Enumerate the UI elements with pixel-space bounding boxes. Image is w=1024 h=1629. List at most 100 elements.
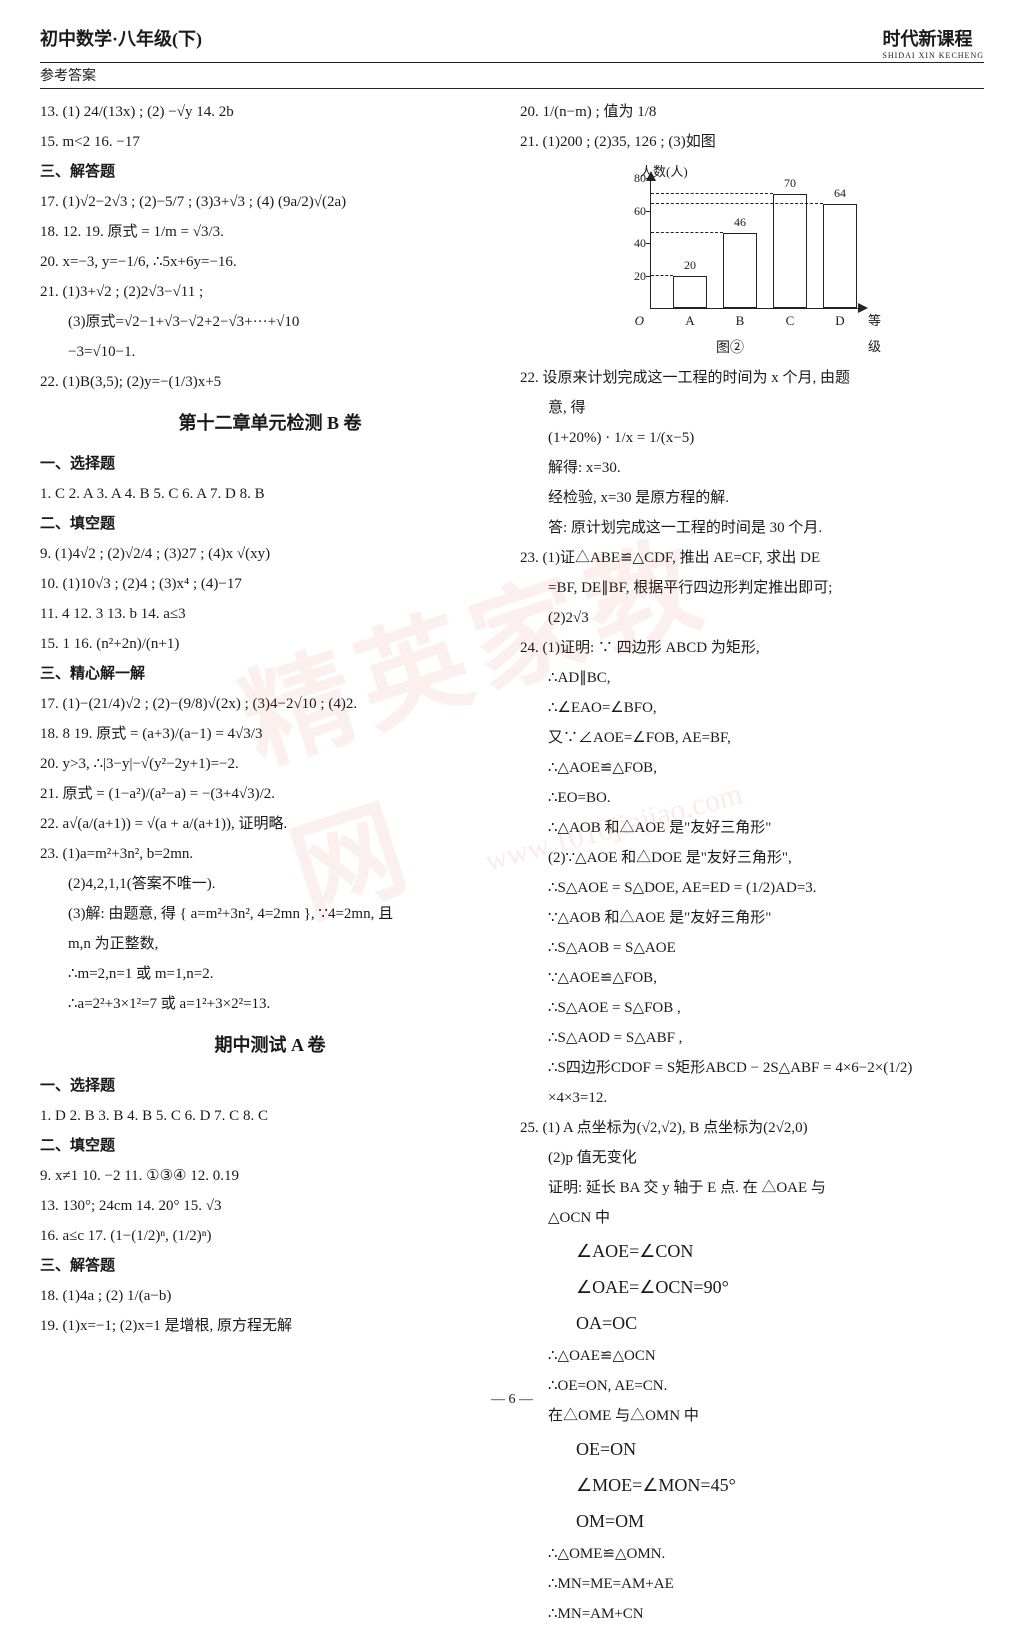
answer-line: 13. 130°; 24cm 14. 20° 15. √3 — [40, 1191, 500, 1221]
answer-line: ∴S四边形CDOF = S矩形ABCD − 2S△ABF = 4×6−2×(1/… — [520, 1053, 980, 1083]
answer-line: ∠AOE=∠CON — [520, 1233, 980, 1269]
answer-line: 解得: x=30. — [520, 453, 980, 483]
header-right-title: 时代新课程 — [882, 29, 972, 49]
answer-line: 22. 设原来计划完成这一工程的时间为 x 个月, 由题 — [520, 363, 980, 393]
answer-line: 又∵∠AOE=∠FOB, AE=BF, — [520, 723, 980, 753]
unit-title-b: 第十二章单元检测 B 卷 — [40, 405, 500, 441]
right-column: 20. 1/(n−m) ; 值为 1/8 21. (1)200 ; (2)35,… — [520, 97, 980, 1629]
answer-line: (2)4,2,1,1(答案不唯一). — [40, 869, 500, 899]
answer-line: 18. (1)4a ; (2) 1/(a−b) — [40, 1281, 500, 1311]
answer-line: 答: 原计划完成这一工程的时间是 30 个月. — [520, 513, 980, 543]
chart-bar: 46 — [723, 233, 757, 308]
bar-chart: 人数(人) O 等级 2040608020A46B70C64D — [590, 161, 870, 331]
chart-bar-value: 46 — [734, 210, 746, 234]
subheader: 参考答案 — [40, 65, 984, 89]
chart-bar-value: 64 — [834, 181, 846, 205]
answer-line: ∵△AOE≌△FOB, — [520, 963, 980, 993]
answer-line: 20. 1/(n−m) ; 值为 1/8 — [520, 97, 980, 127]
answer-line: 22. (1)B(3,5); (2)y=−(1/3)x+5 — [40, 367, 500, 397]
answer-line: ∴∠EAO=∠BFO, — [520, 693, 980, 723]
answer-line: ∴OE=ON, AE=CN. — [520, 1371, 980, 1401]
answer-line: ∠MOE=∠MON=45° — [520, 1467, 980, 1503]
chart-bar-value: 70 — [784, 171, 796, 195]
arrow-up-icon — [646, 171, 656, 181]
section-heading: 二、填空题 — [40, 509, 500, 539]
answer-line: 16. a≤c 17. (1−(1/2)ⁿ, (1/2)ⁿ) — [40, 1221, 500, 1251]
answer-line: 17. (1)√2−2√3 ; (2)−5/7 ; (3)3+√3 ; (4) … — [40, 187, 500, 217]
chart-ytick: 80 — [634, 166, 646, 190]
page-header: 初中数学·八年级(下) 时代新课程 SHIDAI XIN KECHENG — [40, 25, 984, 63]
answer-line: (2)p 值无变化 — [520, 1143, 980, 1173]
answer-line: (1+20%) · 1/x = 1/(x−5) — [520, 423, 980, 453]
header-right-pinyin: SHIDAI XIN KECHENG — [882, 51, 984, 60]
chart-xcategory: C — [786, 308, 795, 334]
answer-line: ∴S△AOE = S△DOE, AE=ED = (1/2)AD=3. — [520, 873, 980, 903]
answer-line: 23. (1)a=m²+3n², b=2mn. — [40, 839, 500, 869]
section-heading: 三、解答题 — [40, 1251, 500, 1281]
chart-xcategory: A — [685, 308, 694, 334]
answer-line: OA=OC — [520, 1305, 980, 1341]
chart-origin: O — [635, 308, 644, 334]
chart-bar: 70 — [773, 194, 807, 308]
header-right: 时代新课程 SHIDAI XIN KECHENG — [882, 25, 984, 60]
answer-line: ∴m=2,n=1 或 m=1,n=2. — [40, 959, 500, 989]
chart-bar: 64 — [823, 204, 857, 308]
answer-line: =BF, DE∥BF, 根据平行四边形判定推出即可; — [520, 573, 980, 603]
chart-ytick: 20 — [634, 264, 646, 288]
header-left-title: 初中数学·八年级(下) — [40, 25, 202, 51]
section-heading: 三、解答题 — [40, 157, 500, 187]
answer-line: ∴△AOB 和△AOE 是"友好三角形" — [520, 813, 980, 843]
figure-caption: 图② — [590, 335, 870, 363]
answer-line: 15. 1 16. (n²+2n)/(n+1) — [40, 629, 500, 659]
answer-line: 15. m<2 16. −17 — [40, 127, 500, 157]
answer-line: 11. 4 12. 3 13. b 14. a≤3 — [40, 599, 500, 629]
answer-line: 20. y>3, ∴|3−y|−√(y²−2y+1)=−2. — [40, 749, 500, 779]
answer-line: ∴MN=AM+CN — [520, 1599, 980, 1629]
chart-xlabel: 等级 — [868, 308, 881, 360]
chart-bar-value: 20 — [684, 253, 696, 277]
chart-dash-line — [651, 203, 823, 204]
answer-line: ∴S△AOB = S△AOE — [520, 933, 980, 963]
answer-line: (2)∵△AOE 和△DOE 是"友好三角形", — [520, 843, 980, 873]
answer-line: 1. C 2. A 3. A 4. B 5. C 6. A 7. D 8. B — [40, 479, 500, 509]
answer-line: 证明: 延长 BA 交 y 轴于 E 点. 在 △OAE 与 — [520, 1173, 980, 1203]
answer-line: 在△OME 与△OMN 中 — [520, 1401, 980, 1431]
answer-line: ∠OAE=∠OCN=90° — [520, 1269, 980, 1305]
answer-line: ∴△AOE≌△FOB, — [520, 753, 980, 783]
answer-line: (3)原式=√2−1+√3−√2+2−√3+···+√10 — [40, 307, 500, 337]
answer-line: 9. (1)4√2 ; (2)√2/4 ; (3)27 ; (4)x √(xy) — [40, 539, 500, 569]
answer-line: 9. x≠1 10. −2 11. ①③④ 12. 0.19 — [40, 1161, 500, 1191]
answer-line: OM=OM — [520, 1503, 980, 1539]
chart-area: O 等级 2040608020A46B70C64D — [650, 179, 860, 309]
answer-line: 25. (1) A 点坐标为(√2,√2), B 点坐标为(2√2,0) — [520, 1113, 980, 1143]
answer-line: 22. a√(a/(a+1)) = √(a + a/(a+1)), 证明略. — [40, 809, 500, 839]
chart-dash-line — [651, 232, 723, 233]
chart-ytick: 60 — [634, 199, 646, 223]
chart-dash-line — [651, 193, 773, 194]
answer-line: 21. (1)200 ; (2)35, 126 ; (3)如图 — [520, 127, 980, 157]
answer-line: (2)2√3 — [520, 603, 980, 633]
answer-line: (3)解: 由题意, 得 { a=m²+3n², 4=2mn }, ∵4=2mn… — [40, 899, 500, 929]
answer-line: −3=√10−1. — [40, 337, 500, 367]
answer-line: ∴AD∥BC, — [520, 663, 980, 693]
answer-line: ∵△AOB 和△AOE 是"友好三角形" — [520, 903, 980, 933]
arrow-right-icon — [858, 303, 868, 313]
section-heading: 一、选择题 — [40, 449, 500, 479]
chart-ytick: 40 — [634, 231, 646, 255]
answer-line: ∴EO=BO. — [520, 783, 980, 813]
left-column: 13. (1) 24/(13x) ; (2) −√y 14. 2b 15. m<… — [40, 97, 500, 1629]
answer-line: 21. 原式 = (1−a²)/(a²−a) = −(3+4√3)/2. — [40, 779, 500, 809]
chart-dash-line — [651, 275, 673, 276]
answer-line: ×4×3=12. — [520, 1083, 980, 1113]
answer-line: 21. (1)3+√2 ; (2)2√3−√11 ; — [40, 277, 500, 307]
answer-line: 17. (1)−(21/4)√2 ; (2)−(9/8)√(2x) ; (3)4… — [40, 689, 500, 719]
answer-line: 13. (1) 24/(13x) ; (2) −√y 14. 2b — [40, 97, 500, 127]
answer-line: 18. 8 19. 原式 = (a+3)/(a−1) = 4√3/3 — [40, 719, 500, 749]
answer-line: 经检验, x=30 是原方程的解. — [520, 483, 980, 513]
chart-xcategory: B — [736, 308, 745, 334]
answer-line: 10. (1)10√3 ; (2)4 ; (3)x⁴ ; (4)−17 — [40, 569, 500, 599]
answer-line: 18. 12. 19. 原式 = 1/m = √3/3. — [40, 217, 500, 247]
answer-line: ∴△OAE≌△OCN — [520, 1341, 980, 1371]
section-heading: 一、选择题 — [40, 1071, 500, 1101]
answer-line: ∴△OME≌△OMN. — [520, 1539, 980, 1569]
